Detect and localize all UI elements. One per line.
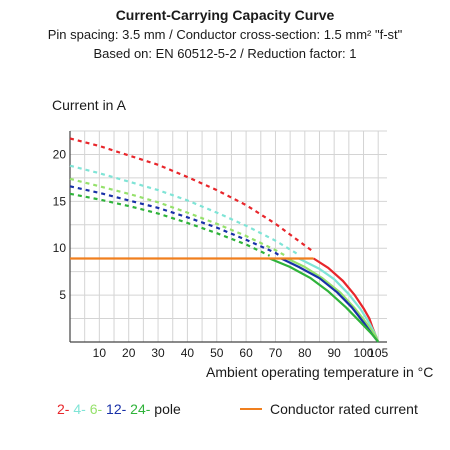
legend-rated-current-label: Conductor rated current [270, 401, 418, 417]
x-tick-label: 20 [122, 346, 136, 360]
legend-item-6-pole: 6- [89, 401, 103, 417]
y-tick-label: 20 [53, 147, 67, 161]
series-2-dashed-line [69, 137, 315, 253]
legend-poles: 2- 4- 6- 12- 24- pole [57, 401, 181, 417]
series-4-dashed-line [69, 164, 300, 256]
x-tick-label: 10 [93, 346, 107, 360]
series-6-solid-line [286, 257, 380, 343]
x-tick-label: 30 [151, 346, 165, 360]
legend-item-12-pole: 12- [106, 401, 127, 417]
series-24-dashed-line [69, 192, 271, 257]
x-tick-label: 40 [181, 346, 195, 360]
legend-item-24-pole: 24- [130, 401, 151, 417]
y-tick-label: 15 [53, 194, 67, 208]
series-6-dashed-line [69, 177, 288, 258]
x-tick-label: 105 [368, 346, 388, 360]
chart-header: Current-Carrying Capacity Curve Pin spac… [0, 6, 450, 63]
x-tick-label: 90 [327, 346, 341, 360]
legend-pole-suffix: pole [150, 401, 181, 417]
legend-rated-current: Conductor rated current [240, 401, 418, 417]
series-24-solid-line [269, 257, 380, 343]
chart-subtitle-line-2: Based on: EN 60512-5-2 / Reduction facto… [93, 46, 357, 61]
x-tick-label: 100 [354, 346, 374, 360]
y-tick-label: 5 [59, 288, 66, 302]
legend-item-4-pole: 4- [73, 401, 86, 417]
series-12-dashed-line [69, 185, 282, 258]
chart-subtitle-line-1: Pin spacing: 3.5 mm / Conductor cross-se… [47, 27, 403, 42]
x-tick-label: 70 [269, 346, 283, 360]
chart-title: Current-Carrying Capacity Curve [115, 7, 335, 23]
x-tick-label: 50 [210, 346, 224, 360]
legend-item-2-pole: 2- [57, 401, 70, 417]
x-axis-label: Ambient operating temperature in °C [206, 364, 434, 380]
y-tick-label: 10 [53, 241, 67, 255]
legend-rated-current-swatch [240, 408, 262, 410]
x-tick-label: 80 [298, 346, 312, 360]
x-tick-label: 60 [239, 346, 253, 360]
y-axis-label: Current in A [52, 97, 126, 113]
